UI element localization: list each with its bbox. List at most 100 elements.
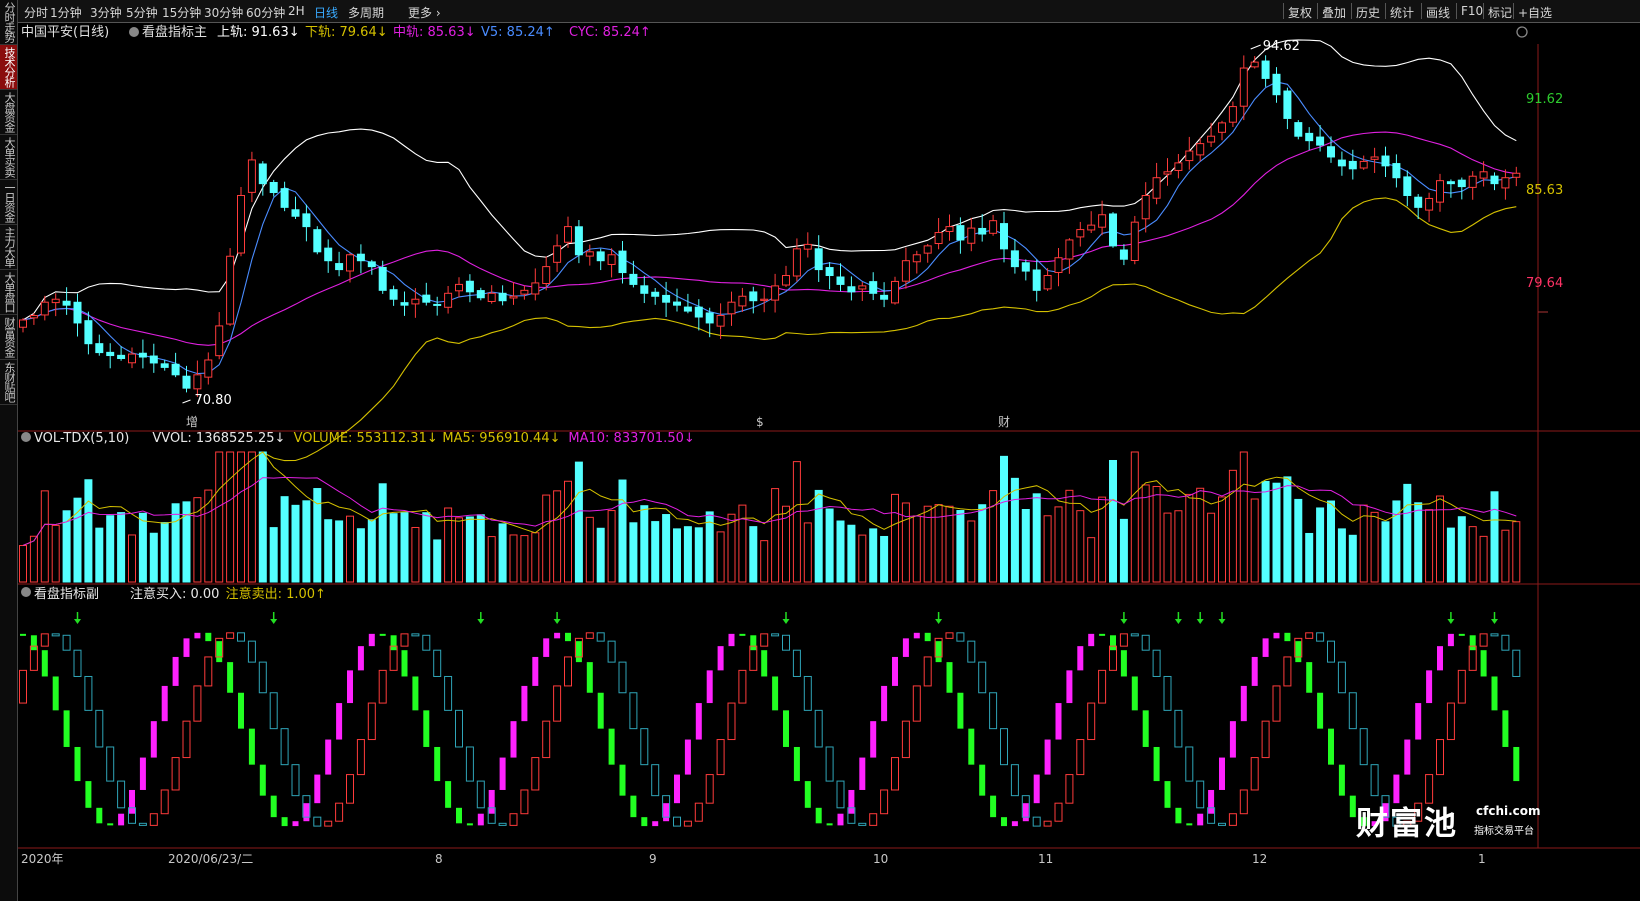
kline-chart[interactable]: 中国平安(日线) 看盘指标主 上轨: 91.63↓ 下轨: 79.64↓ 中轨: 8… <box>18 22 1640 901</box>
candle[interactable] <box>247 151 256 203</box>
candle[interactable] <box>291 196 300 220</box>
candle[interactable] <box>237 187 245 257</box>
sidebar-tab-5[interactable]: 主力大单 <box>0 225 17 270</box>
candle[interactable] <box>607 248 616 278</box>
candle[interactable] <box>683 293 692 314</box>
candle[interactable] <box>1316 125 1325 152</box>
candle[interactable] <box>1087 211 1096 233</box>
candle[interactable] <box>662 281 671 317</box>
candle[interactable] <box>138 339 147 369</box>
candle[interactable] <box>1446 179 1455 198</box>
candle[interactable] <box>1359 155 1368 170</box>
candle[interactable] <box>324 239 333 273</box>
candle[interactable] <box>1272 67 1281 103</box>
toolbar-tool-4[interactable]: 画线 <box>1426 6 1451 20</box>
candle[interactable] <box>531 268 540 301</box>
candle[interactable] <box>1174 154 1183 179</box>
main-indicator-name[interactable]: 看盘指标主 <box>142 24 207 40</box>
toolbar-tool-1[interactable]: 叠加 <box>1322 6 1347 20</box>
candle[interactable] <box>1283 87 1292 130</box>
period-6[interactable]: 60分钟 <box>246 6 286 20</box>
sidebar-tab-7[interactable]: 财富资金 <box>0 315 17 360</box>
candle[interactable] <box>1141 182 1150 233</box>
candle[interactable] <box>1348 149 1357 180</box>
sidebar-tab-1[interactable]: 技术分析 <box>0 45 17 90</box>
candle[interactable] <box>738 287 747 312</box>
candle[interactable] <box>1076 221 1085 247</box>
candle[interactable] <box>367 259 376 275</box>
candle[interactable] <box>193 360 202 397</box>
candle[interactable] <box>694 299 703 331</box>
candle[interactable] <box>912 250 921 274</box>
candle[interactable] <box>411 288 420 318</box>
candle[interactable] <box>378 260 387 294</box>
candle[interactable] <box>73 293 82 337</box>
candle[interactable] <box>618 240 627 284</box>
candle[interactable] <box>1370 147 1379 174</box>
candle[interactable] <box>651 288 660 305</box>
period-2[interactable]: 3分钟 <box>90 6 122 20</box>
candle[interactable] <box>836 263 845 292</box>
candle[interactable] <box>847 276 856 301</box>
candle[interactable] <box>989 214 998 236</box>
candle[interactable] <box>29 313 38 325</box>
candle[interactable] <box>945 214 954 241</box>
sidebar-tab-6[interactable]: 大单盘口 <box>0 270 17 315</box>
candle[interactable] <box>1425 192 1434 222</box>
sidebar-tab-2[interactable]: 大盘资金 <box>0 90 17 135</box>
sidebar-tab-8[interactable]: 东财贴吧 <box>0 360 17 405</box>
period-9[interactable]: 多周期 <box>348 6 385 20</box>
period-4[interactable]: 15分钟 <box>162 6 202 20</box>
candle[interactable] <box>934 218 943 250</box>
candle[interactable] <box>422 282 431 306</box>
candle[interactable] <box>771 273 780 313</box>
candle[interactable] <box>356 244 365 274</box>
candle[interactable] <box>1119 244 1128 266</box>
candle[interactable] <box>1305 127 1314 151</box>
candle[interactable] <box>978 214 987 242</box>
candle[interactable] <box>901 247 910 289</box>
candle[interactable] <box>1043 268 1052 292</box>
period-3[interactable]: 5分钟 <box>126 6 158 20</box>
toolbar-tool-3[interactable]: 统计 <box>1390 6 1415 20</box>
candle[interactable] <box>19 318 27 333</box>
candle[interactable] <box>1228 101 1237 128</box>
candle[interactable] <box>1457 177 1466 200</box>
period-5[interactable]: 30分钟 <box>204 6 244 20</box>
sidebar-tab-3[interactable]: 大单买卖 <box>0 135 17 180</box>
candle[interactable] <box>1250 56 1259 69</box>
sidebar-tab-0[interactable]: 分时走势 <box>0 0 17 45</box>
candle[interactable] <box>1207 122 1216 147</box>
candle[interactable] <box>62 287 71 315</box>
candle[interactable] <box>465 274 474 303</box>
candle[interactable] <box>1294 120 1303 140</box>
candle[interactable] <box>498 285 507 306</box>
candle[interactable] <box>128 347 136 369</box>
candle[interactable] <box>335 251 344 277</box>
candle[interactable] <box>444 285 453 314</box>
candle[interactable] <box>1501 169 1510 200</box>
candle[interactable] <box>1479 161 1488 187</box>
candle[interactable] <box>95 334 104 356</box>
candle[interactable] <box>542 256 551 291</box>
candle[interactable] <box>1239 55 1248 121</box>
vol-toggle-icon[interactable] <box>21 432 31 442</box>
candle[interactable] <box>749 286 758 314</box>
candle[interactable] <box>455 277 463 298</box>
candle[interactable] <box>967 217 976 252</box>
candle[interactable] <box>553 234 562 272</box>
candle[interactable] <box>1185 136 1194 170</box>
candle[interactable] <box>117 346 126 361</box>
candle[interactable] <box>956 217 965 254</box>
candle[interactable] <box>106 343 115 369</box>
toolbar-tool-6[interactable]: 标记 <box>1488 6 1513 20</box>
candle[interactable] <box>346 253 354 283</box>
candle[interactable] <box>1021 259 1030 281</box>
candle[interactable] <box>629 260 638 288</box>
candle[interactable] <box>389 285 398 306</box>
candle[interactable] <box>825 262 834 290</box>
toolbar-tool-5[interactable]: F10 <box>1461 4 1484 18</box>
candle[interactable] <box>1218 120 1226 141</box>
candle[interactable] <box>215 312 224 360</box>
candle[interactable] <box>51 293 60 317</box>
